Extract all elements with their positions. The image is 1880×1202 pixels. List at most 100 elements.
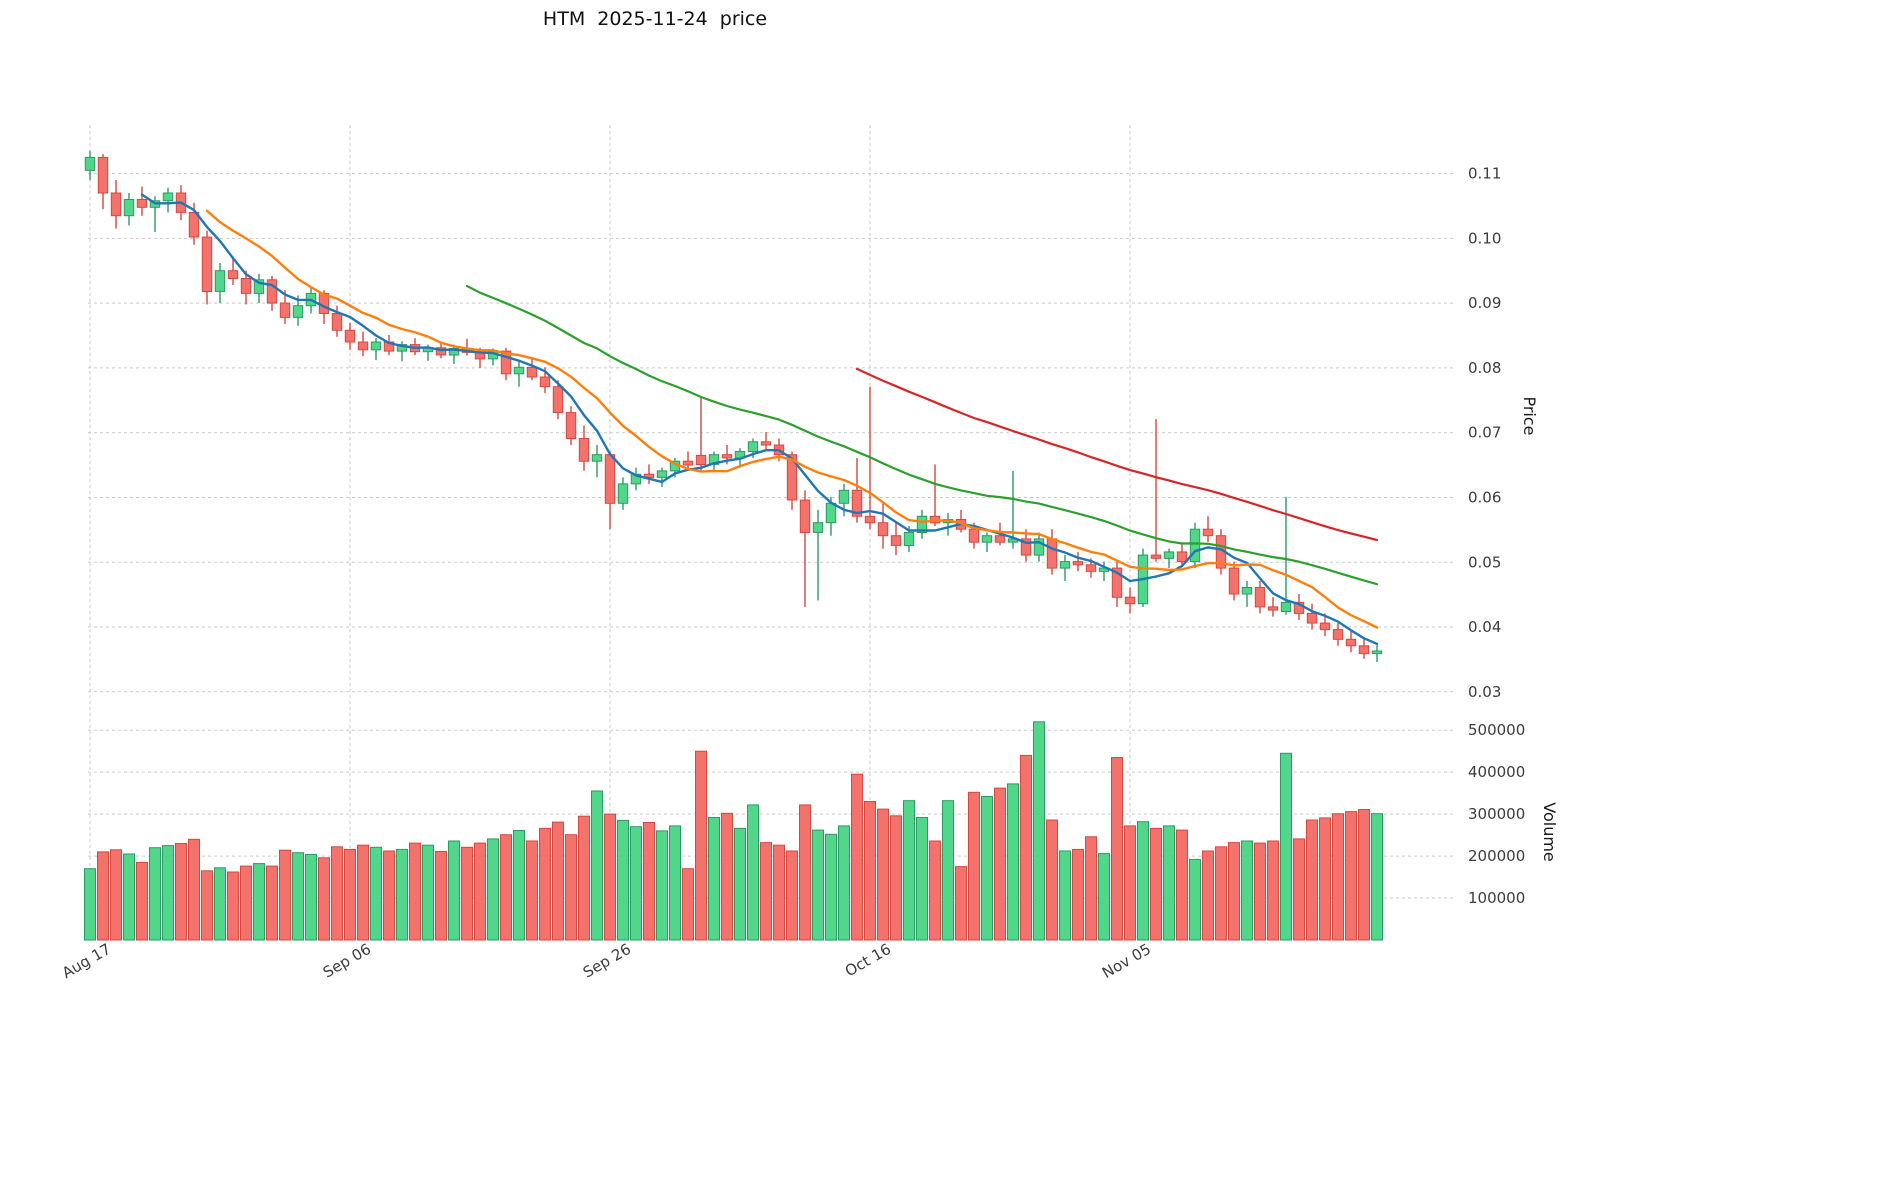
volume-bar: [409, 842, 421, 941]
price-tick-label: 0.04: [1468, 618, 1501, 636]
volume-bar: [1098, 853, 1110, 941]
candle-body: [396, 344, 408, 352]
volume-bar: [747, 804, 759, 941]
volume-bar: [1202, 850, 1214, 941]
volume-bar: [513, 830, 525, 941]
volume-bar: [604, 813, 616, 941]
price-tick-label: 0.03: [1468, 683, 1501, 701]
candle-body: [604, 454, 616, 504]
volume-bar: [786, 850, 798, 941]
candle-body: [279, 302, 291, 318]
candle-body: [1046, 538, 1058, 569]
x-tick-label: Aug 17: [59, 940, 114, 982]
volume-bar: [539, 827, 551, 941]
volume-bar: [656, 830, 668, 941]
x-tick-label: Sep 26: [580, 940, 634, 982]
candle-body: [201, 236, 213, 293]
volume-bar: [201, 870, 213, 941]
candle-body: [682, 460, 694, 466]
volume-bar: [240, 865, 252, 941]
candle-body: [643, 473, 655, 478]
candle-body: [266, 279, 278, 304]
volume-bar: [1059, 850, 1071, 941]
volume-bar: [1332, 813, 1344, 941]
volume-bar: [1189, 858, 1201, 941]
volume-bar: [968, 791, 980, 941]
candle-body: [1189, 528, 1201, 563]
volume-axis-label: Volume: [1540, 802, 1559, 862]
axis-layer: 0.03 0.04 0.05 0.06 0.07 0.08 0.09 0.10 0.11 1000…: [59, 165, 1559, 982]
volume-bar: [318, 857, 330, 941]
volume-bar: [500, 834, 512, 941]
candle-body: [591, 454, 603, 462]
candle-body: [721, 454, 733, 459]
volume-bar: [1072, 848, 1084, 941]
candle-body: [968, 528, 980, 543]
volume-bar: [695, 750, 707, 941]
volume-bar: [448, 840, 460, 941]
candle-body: [240, 278, 252, 294]
ma10-line: [205, 209, 1379, 629]
candle-body: [1020, 538, 1032, 556]
volume-bar: [864, 801, 876, 941]
candle-body: [1163, 551, 1175, 559]
volume-bar: [357, 844, 369, 941]
volume-bar: [1137, 821, 1149, 941]
volume-bar: [253, 863, 265, 941]
volume-bar: [825, 833, 837, 941]
volume-tick-label: 500000: [1468, 721, 1525, 739]
volume-bar: [292, 852, 304, 941]
candle-body: [1150, 554, 1162, 559]
volume-bar: [734, 827, 746, 941]
candle-body: [214, 270, 226, 292]
candle-body: [825, 502, 837, 524]
ma30-line: [465, 284, 1379, 586]
volume-bar: [1111, 757, 1123, 941]
volume-tick-label: 100000: [1468, 889, 1525, 907]
volume-bar: [1293, 838, 1305, 941]
volume-bar: [1254, 842, 1266, 941]
volume-bar: [981, 796, 993, 941]
volume-bar: [1124, 825, 1136, 941]
volume-bar: [877, 808, 889, 941]
candle-body: [1202, 528, 1214, 537]
volume-bar: [708, 817, 720, 941]
volume-bar: [1228, 842, 1240, 941]
volume-bar: [305, 853, 317, 941]
volume-bar: [1007, 783, 1019, 941]
price-tick-label: 0.06: [1468, 489, 1501, 507]
candle-body: [370, 341, 382, 351]
candle-body: [1111, 567, 1123, 598]
volume-bar: [721, 812, 733, 941]
candle-body: [1306, 612, 1318, 624]
candle-body: [1280, 601, 1292, 613]
candle-body: [344, 329, 356, 343]
candle-body: [916, 515, 928, 533]
volume-bar: [396, 848, 408, 941]
candle-body: [864, 515, 876, 524]
volume-bar: [1319, 817, 1331, 941]
candle-body: [331, 313, 343, 331]
candle-body: [695, 454, 707, 465]
volume-bar: [851, 773, 863, 941]
volume-bar: [461, 846, 473, 941]
volume-bar: [773, 844, 785, 941]
candle-body: [1319, 622, 1331, 631]
candle-body: [877, 522, 889, 537]
ma5-line: [140, 193, 1379, 646]
candle-body: [747, 441, 759, 452]
candle-body: [227, 270, 239, 280]
volume-bar: [383, 850, 395, 941]
volume-bar: [84, 868, 96, 941]
candle-body: [565, 412, 577, 440]
price-tick-label: 0.10: [1468, 229, 1501, 247]
volume-bar: [669, 825, 681, 941]
candle-body: [1254, 587, 1266, 608]
volume-bar: [474, 842, 486, 941]
candle-body: [1085, 564, 1097, 572]
volume-bar: [565, 834, 577, 941]
candle-body: [292, 305, 304, 318]
candle-body: [1228, 567, 1240, 595]
candle-body: [1072, 561, 1084, 566]
